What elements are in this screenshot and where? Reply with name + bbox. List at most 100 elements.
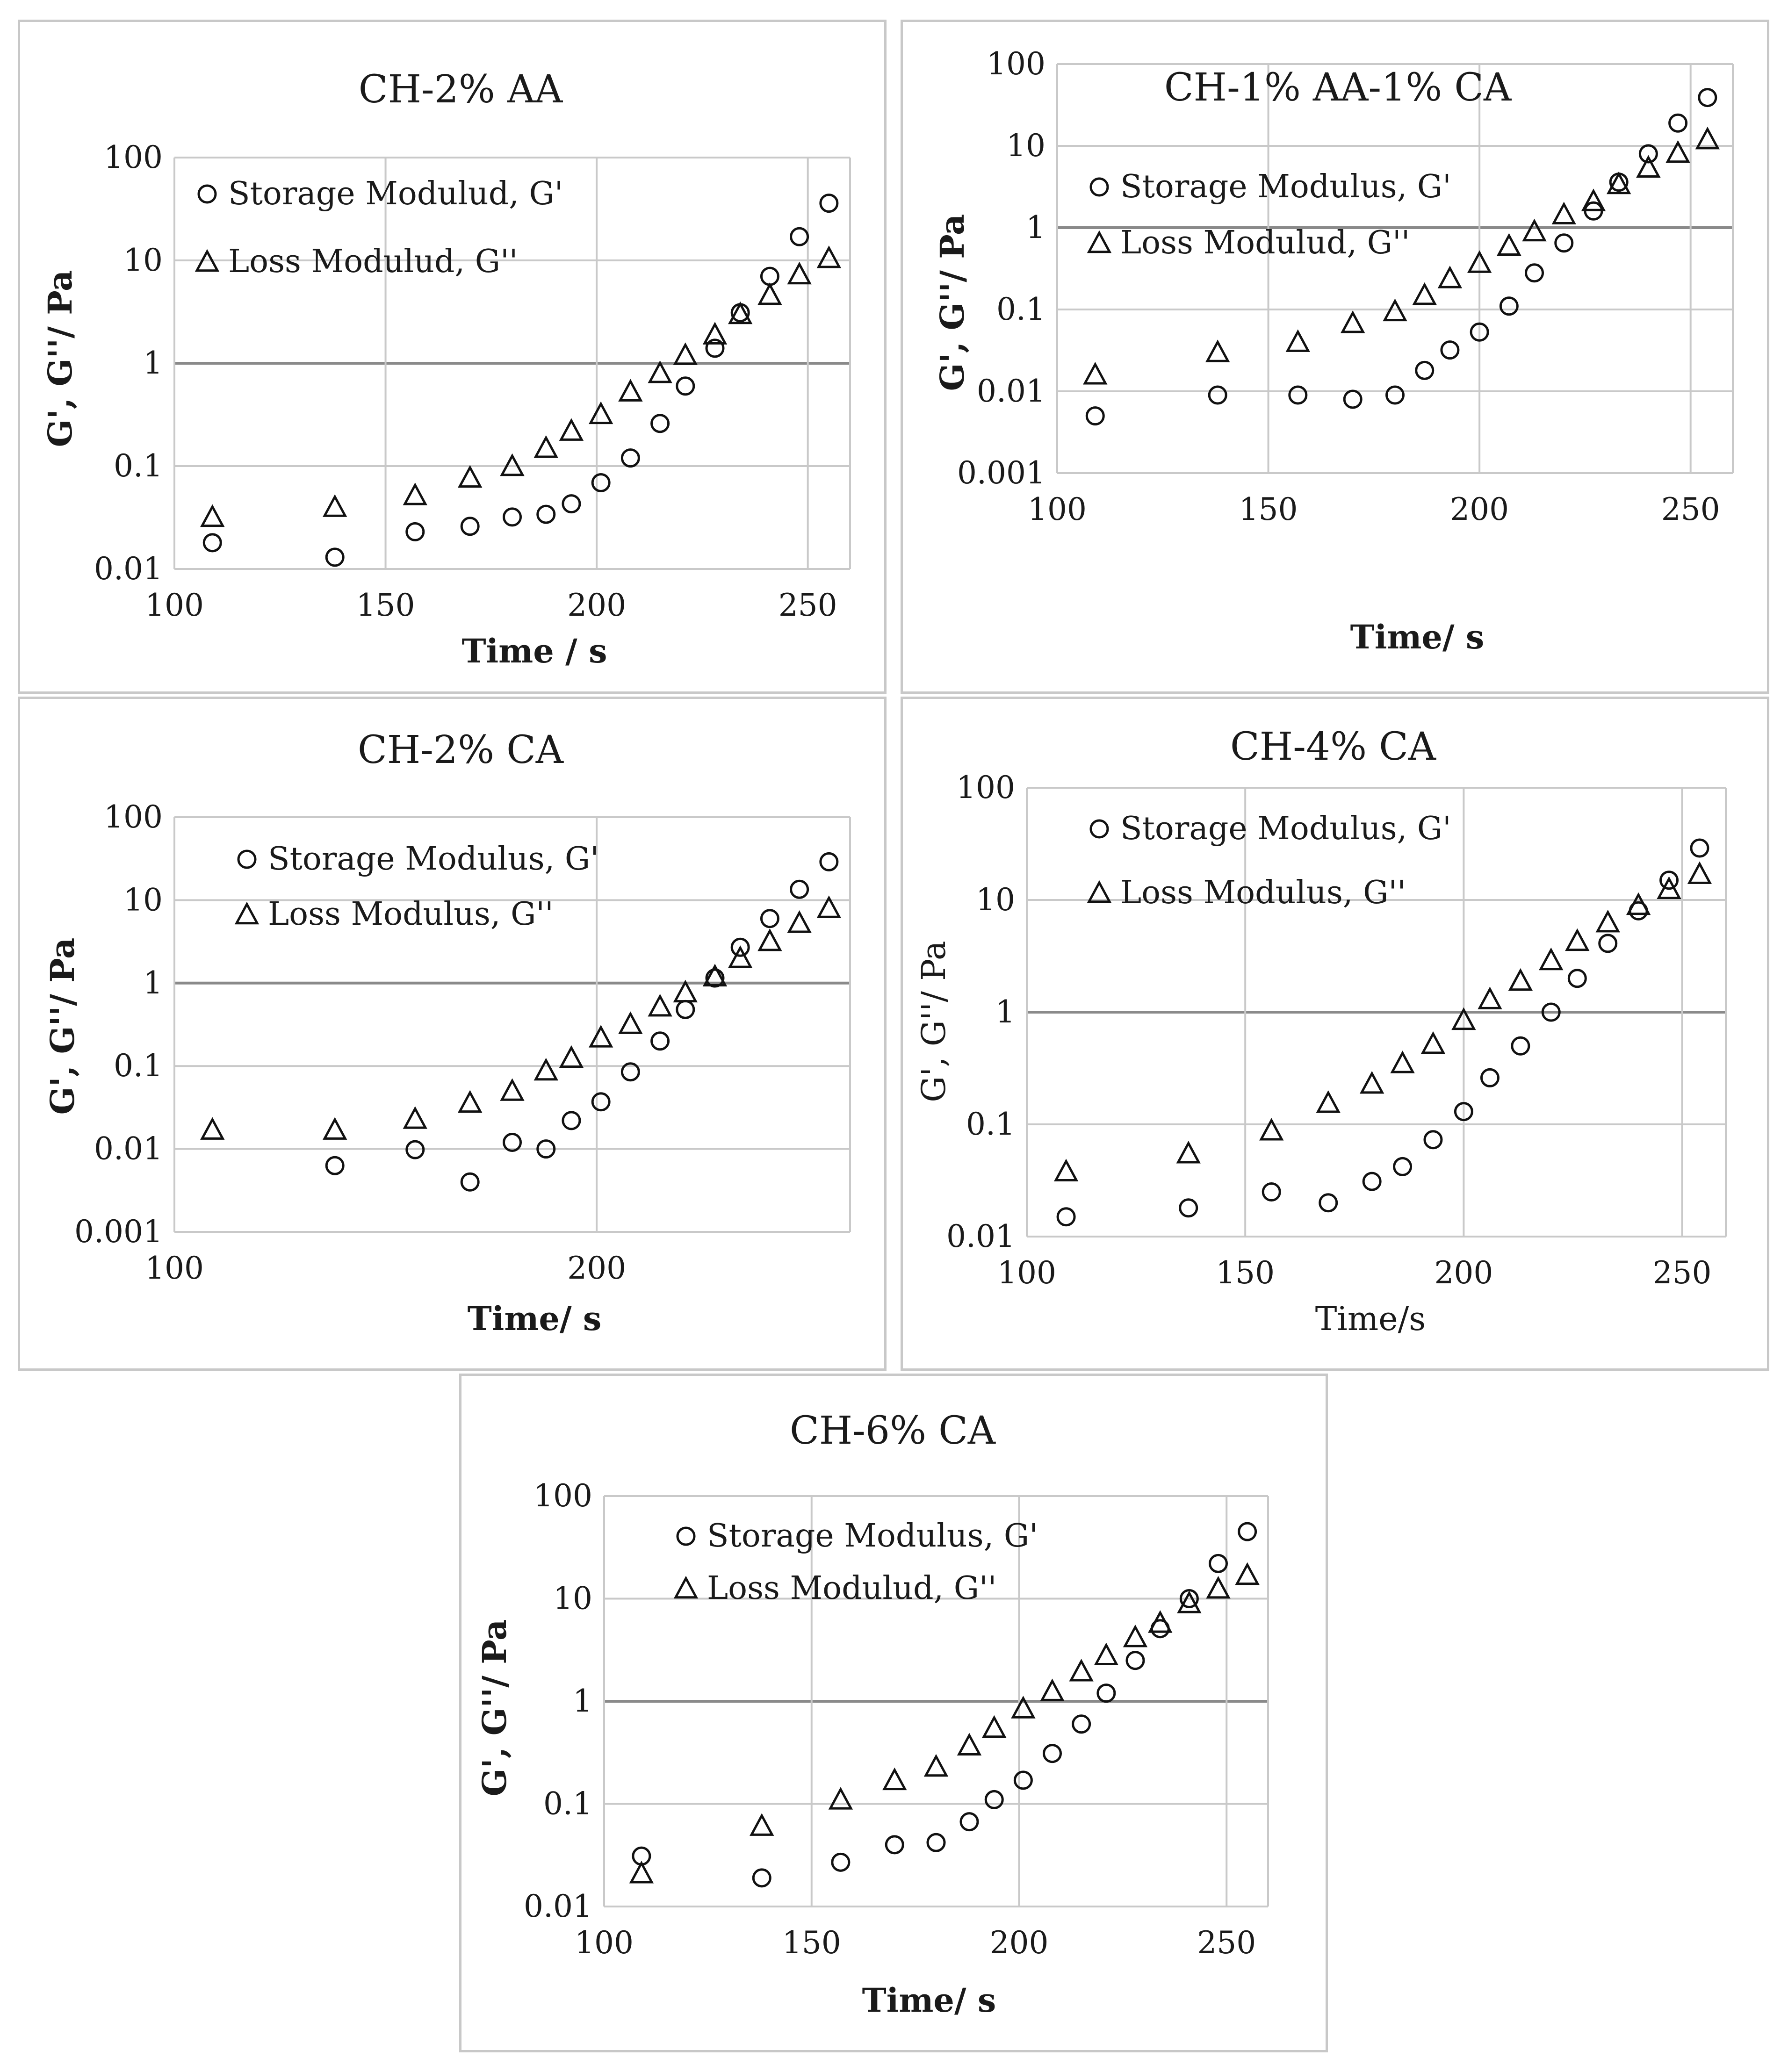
x-tick-label: 100 — [575, 1925, 634, 1961]
data-point-loss — [1390, 1050, 1415, 1073]
legend-triangle-icon — [195, 249, 220, 272]
data-point-loss — [1467, 250, 1492, 273]
x-axis-label: Time/s — [1315, 1300, 1426, 1338]
chart-svg: CH-1% AA-1% CA 0.001 0.01 0.1 1 10 100 100 150 20… — [933, 46, 1734, 656]
data-point-storage — [1179, 1589, 1199, 1608]
data-point-storage — [705, 968, 725, 988]
data-point-loss — [1177, 1590, 1202, 1613]
data-point-loss — [534, 435, 558, 458]
legend-circle-icon — [1089, 177, 1109, 197]
series-loss-modulus — [200, 245, 842, 527]
data-point-storage — [650, 414, 670, 433]
data-point-storage — [1567, 969, 1587, 988]
legend-label-storage: Storage Modulus, G' — [1120, 168, 1451, 205]
data-point-storage — [819, 194, 839, 213]
x-tick-label: 200 — [1450, 491, 1509, 527]
y-tick-label: 0.1 — [996, 291, 1045, 327]
data-point-loss — [648, 360, 672, 383]
data-point-storage — [620, 448, 640, 468]
y-tick-label: 1 — [1026, 209, 1045, 245]
data-point-storage — [760, 909, 779, 928]
data-point-storage — [1238, 1522, 1257, 1541]
x-tick-label: 250 — [1661, 491, 1720, 527]
x-tick-label: 150 — [356, 587, 415, 623]
data-point-loss — [1235, 1562, 1260, 1585]
data-point-storage — [1698, 88, 1717, 108]
y-tick-label: 0.01 — [94, 1131, 163, 1167]
data-point-storage — [591, 473, 611, 492]
data-point-loss — [1259, 1118, 1284, 1141]
x-tick-label: 250 — [1197, 1925, 1256, 1961]
x-axis-label: Time/ s — [862, 1981, 996, 2020]
y-tick-label: 0.001 — [74, 1214, 163, 1250]
data-point-loss — [787, 910, 812, 933]
data-point-storage — [1470, 322, 1489, 342]
data-point-loss — [1497, 233, 1521, 256]
legend-triangle-icon — [673, 1576, 699, 1599]
y-tick-label: 100 — [104, 799, 163, 835]
data-point-storage — [503, 1133, 522, 1152]
data-point-storage — [1440, 340, 1460, 360]
data-point-loss — [1539, 947, 1564, 971]
y-tick-label: 0.01 — [946, 1218, 1015, 1254]
data-point-storage — [1385, 385, 1405, 405]
data-point-storage — [591, 1092, 611, 1112]
legend-label-loss: Loss Modulud, G'' — [707, 1570, 996, 1607]
x-tick-label: 250 — [779, 587, 837, 623]
chart-title: CH-2% CA — [358, 728, 564, 772]
data-point-storage — [536, 504, 556, 524]
data-point-storage — [676, 376, 695, 396]
x-tick-label: 150 — [1216, 1255, 1275, 1291]
data-point-storage — [959, 1812, 979, 1832]
data-point-storage — [984, 1790, 1004, 1809]
data-point-loss — [757, 928, 782, 951]
data-point-loss — [1665, 140, 1690, 163]
data-point-storage — [885, 1835, 904, 1855]
legend-label-loss: Loss Modulus, G'' — [1120, 874, 1406, 911]
gridlines — [1026, 787, 1727, 1237]
data-point-storage — [1056, 1207, 1076, 1227]
data-point-loss — [702, 964, 728, 986]
data-point-loss — [1094, 1642, 1119, 1666]
data-point-storage — [536, 1139, 556, 1159]
data-point-loss — [1551, 201, 1576, 224]
x-tick-label: 100 — [997, 1255, 1056, 1291]
x-tick-label: 100 — [1028, 491, 1087, 527]
data-point-loss — [559, 418, 584, 441]
data-point-loss — [673, 979, 698, 1003]
data-point-storage — [1319, 1193, 1338, 1213]
data-point-loss — [200, 1117, 225, 1140]
legend: Storage Modulus, G' Loss Modulud, G'' — [1087, 168, 1451, 261]
data-point-storage — [790, 227, 809, 246]
data-point-storage — [1499, 296, 1519, 316]
data-point-storage — [325, 1156, 345, 1175]
legend: Storage Modulus, G' Loss Modulud, G'' — [673, 1518, 1038, 1607]
legend-circle-icon — [197, 184, 217, 204]
chart-svg: CH-2% CA 0.001 0.01 0.1 1 10 100 100 200 G', G''/… — [43, 728, 851, 1338]
chart-title: CH-4% CA — [1230, 725, 1437, 769]
data-point-storage — [1343, 389, 1363, 409]
legend-label-storage: Storage Modulus, G' — [707, 1518, 1038, 1554]
gridlines — [173, 157, 851, 570]
data-point-storage — [460, 517, 480, 536]
data-point-storage — [831, 1852, 851, 1872]
x-tick-label: 200 — [990, 1925, 1049, 1961]
legend: Storage Modulus, G' Loss Modulus, G'' — [234, 841, 599, 933]
legend-triangle-icon — [234, 901, 260, 925]
data-point-loss — [322, 1117, 347, 1140]
data-point-loss — [200, 504, 225, 527]
data-point-loss — [1606, 171, 1631, 194]
data-point-loss — [750, 1813, 774, 1836]
data-point-storage — [1393, 1157, 1413, 1176]
data-point-loss — [500, 453, 525, 476]
data-point-loss — [457, 465, 483, 488]
data-point-loss — [1437, 266, 1463, 288]
data-point-storage — [202, 533, 222, 553]
data-point-loss — [1420, 1031, 1446, 1054]
legend: Storage Modulus, G' Loss Modulus, G'' — [1087, 810, 1451, 911]
data-point-storage — [1423, 1130, 1443, 1150]
data-point-loss — [816, 245, 842, 268]
data-point-storage — [1690, 838, 1709, 858]
data-point-loss — [1687, 861, 1712, 884]
legend-label-storage: Storage Modulus, G' — [1120, 810, 1451, 847]
